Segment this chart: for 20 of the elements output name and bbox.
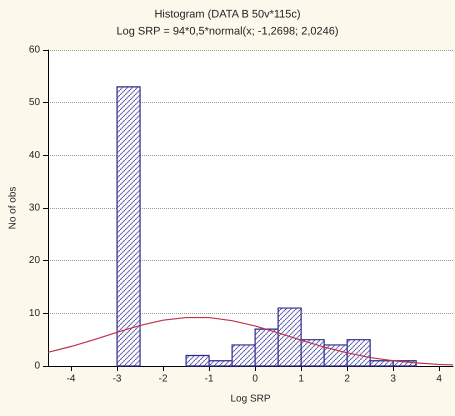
x-tick-label: 1 — [298, 374, 304, 384]
y-tick-label: 40 — [28, 150, 40, 161]
x-axis-title: Log SRP — [230, 394, 271, 404]
y-tick-label: 30 — [28, 202, 40, 214]
x-tick-label: -3 — [112, 374, 122, 384]
x-tick-label: 4 — [436, 374, 442, 384]
x-tick-label: -2 — [158, 374, 168, 384]
x-tick-label: 3 — [390, 374, 396, 384]
x-tick-label: 0 — [252, 374, 258, 384]
chart-subtitle: Log SRP = 94*0,5*normal(x; -1,2698; 2,0246) — [116, 26, 339, 38]
y-axis-title: No of obs — [8, 186, 18, 230]
y-tick-label: 20 — [28, 255, 40, 266]
y-tick-label: 60 — [28, 44, 40, 56]
y-tick-label: 10 — [28, 308, 40, 319]
x-tick-label: -1 — [204, 374, 214, 384]
chart-title: Histogram (DATA B 50v*115c) — [154, 8, 301, 20]
y-tick-label: 0 — [34, 360, 40, 372]
y-tick-label: 50 — [28, 97, 40, 108]
x-tick-label: 2 — [344, 374, 350, 384]
x-tick-label: -4 — [66, 374, 76, 384]
